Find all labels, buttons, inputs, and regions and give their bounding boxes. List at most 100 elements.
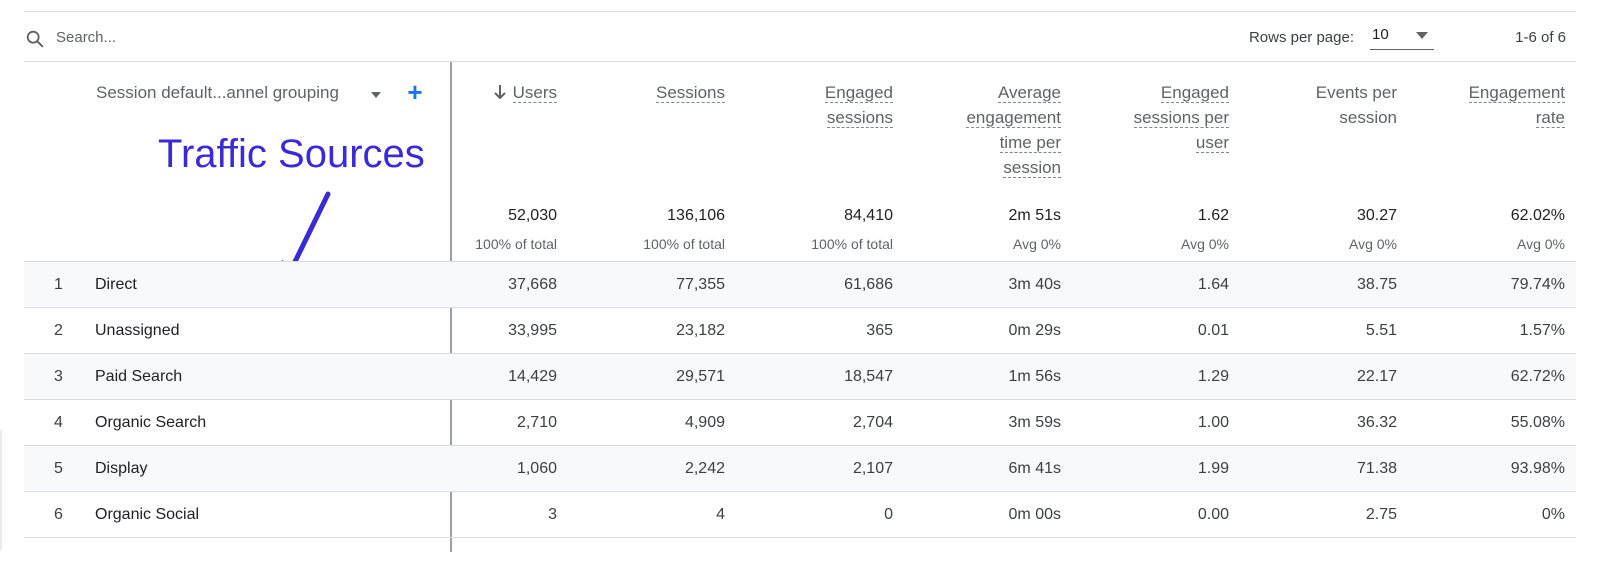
table-cell: 77,355 [676, 276, 725, 293]
table-row[interactable]: 2 Unassigned 33,995 23,182 365 0m 29s 0.01 5.51… [24, 307, 1576, 354]
column-header[interactable]: Events per session [1247, 80, 1397, 130]
table-cell: 5.51 [1365, 322, 1397, 339]
total-subtext: Avg 0% [1349, 236, 1397, 252]
table-row[interactable]: 6 Organic Social 3 4 0 0m 00s 0.00 2.75 0% [24, 491, 1576, 538]
column-header-text: time per [999, 133, 1061, 153]
table-cell: 1,060 [516, 460, 557, 477]
annotation-label: Traffic Sources [158, 132, 425, 176]
column-header-text: Average [997, 83, 1061, 103]
table-cell: 0% [1541, 506, 1565, 523]
total-value: 84,410 [844, 207, 893, 224]
total-subtext: 100% of total [643, 236, 725, 252]
table-cell: 1.00 [1197, 414, 1229, 431]
row-channel-name[interactable]: Direct [95, 276, 137, 293]
table-cell: 71.38 [1356, 460, 1397, 477]
table-cell: 1.99 [1197, 460, 1229, 477]
column-header-text: sessions per [1133, 108, 1229, 128]
table-cell: 0.00 [1197, 506, 1229, 523]
table-row[interactable]: 4 Organic Search 2,710 4,909 2,704 3m 59s 1.00… [24, 399, 1576, 446]
total-subtext: Avg 0% [1517, 236, 1565, 252]
total-subtext: Avg 0% [1013, 236, 1061, 252]
sort-down-icon[interactable] [493, 84, 507, 100]
chevron-down-icon [1416, 32, 1428, 39]
rows-per-page-label: Rows per page: [1248, 29, 1354, 46]
row-number: 3 [54, 368, 63, 385]
table-row[interactable]: 5 Display 1,060 2,242 2,107 6m 41s 1.99 71.38 93… [24, 445, 1576, 492]
table-cell: 2,704 [852, 414, 893, 431]
total-value: 52,030 [508, 207, 557, 224]
table-cell: 55.08% [1510, 414, 1565, 431]
table-row[interactable]: 3 Paid Search 14,429 29,571 18,547 1m 56s 1.29… [24, 353, 1576, 400]
column-header-text: session [1339, 108, 1397, 127]
column-header[interactable]: Users [407, 80, 557, 105]
column-header-text: Users [512, 83, 557, 103]
table-cell: 1.29 [1197, 368, 1229, 385]
table-cell: 1.64 [1197, 276, 1229, 293]
row-channel-name[interactable]: Paid Search [95, 368, 183, 385]
table-cell: 79.74% [1510, 276, 1565, 293]
table-cell: 0.01 [1197, 322, 1229, 339]
table-cell: 4,909 [684, 414, 725, 431]
column-header[interactable]: Engagement rate [1415, 80, 1565, 130]
dimension-selector[interactable]: Session default...annel grouping [96, 83, 339, 102]
total-value: 2m 51s [1008, 207, 1061, 224]
table-cell: 22.17 [1356, 368, 1397, 385]
table-cell: 4 [716, 506, 725, 523]
table-cell: 18,547 [844, 368, 893, 385]
column-header-text: user [1195, 133, 1229, 153]
row-number: 6 [54, 506, 63, 523]
column-header[interactable]: Engaged sessions per user [1079, 80, 1229, 155]
column-header-text: Events per [1315, 83, 1397, 102]
dimension-dropdown-icon[interactable] [371, 92, 381, 98]
table-cell: 62.72% [1510, 368, 1565, 385]
pagination-status: 1-6 of 6 [1515, 29, 1566, 46]
total-value: 136,106 [667, 207, 725, 224]
row-number: 5 [54, 460, 63, 477]
rows-per-page-value: 10 [1372, 26, 1389, 43]
table-cell: 0 [884, 506, 893, 523]
total-subtext: 100% of total [475, 236, 557, 252]
row-number: 4 [54, 414, 63, 431]
table-cell: 23,182 [676, 322, 725, 339]
column-header-text: Sessions [656, 83, 725, 103]
total-subtext: Avg 0% [1181, 236, 1229, 252]
column-header[interactable]: Average engagement time per session [911, 80, 1061, 180]
table-cell: 29,571 [676, 368, 725, 385]
row-channel-name[interactable]: Organic Search [95, 414, 207, 431]
add-dimension-button[interactable]: + [407, 77, 423, 107]
total-value: 1.62 [1197, 207, 1229, 224]
table-cell: 2,242 [684, 460, 725, 477]
column-header-text: Engaged [824, 83, 893, 103]
column-header[interactable]: Engaged sessions [743, 80, 893, 130]
rows-per-page-select[interactable]: 10 [1370, 23, 1434, 50]
table-header-divider [24, 61, 1576, 62]
row-channel-name[interactable]: Organic Social [95, 506, 200, 523]
column-header-text: session [1003, 158, 1061, 178]
left-edge-marker [0, 430, 2, 550]
column-header-text: Engagement [1468, 83, 1565, 103]
top-divider [24, 11, 1576, 12]
table-cell: 3 [548, 506, 557, 523]
table-cell: 1.57% [1519, 322, 1565, 339]
row-number: 2 [54, 322, 63, 339]
row-channel-name[interactable]: Display [95, 460, 148, 477]
table-cell: 33,995 [508, 322, 557, 339]
table-cell: 61,686 [844, 276, 893, 293]
table-cell: 1m 56s [1008, 368, 1061, 385]
row-channel-name[interactable]: Unassigned [95, 322, 180, 339]
table-cell: 2,107 [852, 460, 893, 477]
column-header-text: Engaged [1160, 83, 1229, 103]
table-cell: 3m 59s [1008, 414, 1061, 431]
search-icon[interactable] [24, 28, 46, 50]
table-row[interactable]: 1 Direct 37,668 77,355 61,686 3m 40s 1.64 38.75… [24, 261, 1576, 308]
table-cell: 37,668 [508, 276, 557, 293]
table-cell: 2.75 [1365, 506, 1397, 523]
total-value: 62.02% [1510, 207, 1565, 224]
table-cell: 365 [866, 322, 893, 339]
search-input[interactable]: Search... [56, 29, 117, 46]
column-header[interactable]: Sessions [575, 80, 725, 105]
table-cell: 2,710 [516, 414, 557, 431]
column-header-text: rate [1535, 108, 1565, 128]
row-number: 1 [54, 276, 63, 293]
table-cell: 3m 40s [1008, 276, 1061, 293]
